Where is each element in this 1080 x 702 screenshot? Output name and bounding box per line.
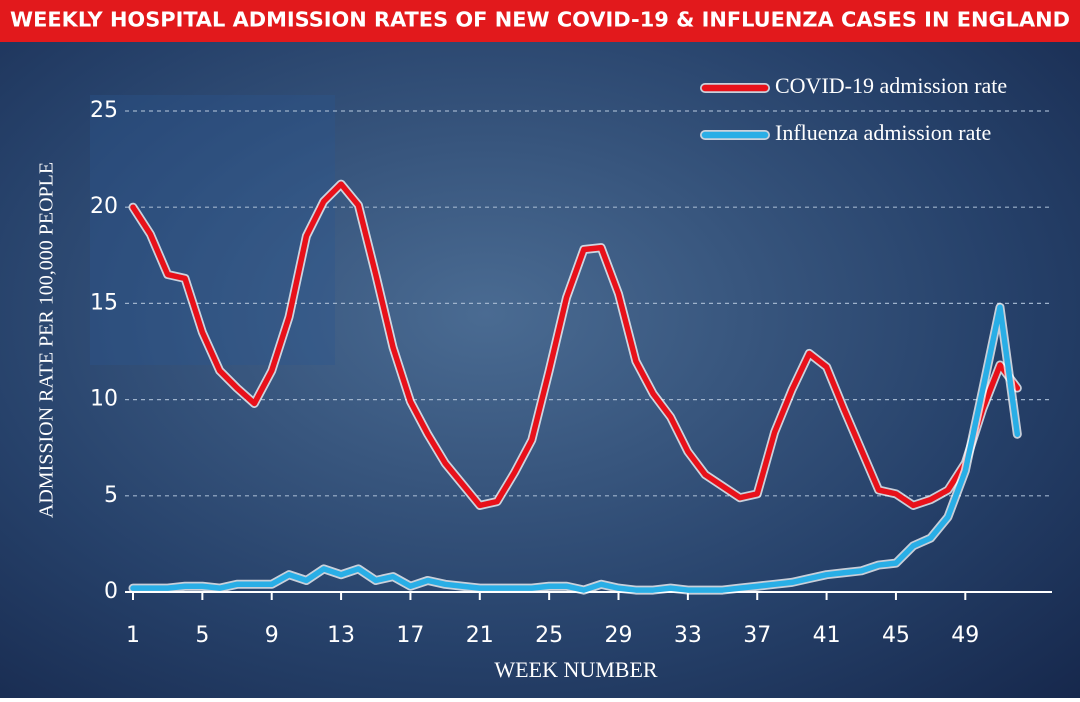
x-tick-label: 29 <box>605 623 633 648</box>
x-tick-label: 5 <box>195 623 209 648</box>
chart-title: WEEKLY HOSPITAL ADMISSION RATES OF NEW C… <box>10 8 1070 32</box>
x-tick-label: 21 <box>466 623 494 648</box>
y-tick-label: 5 <box>104 483 118 508</box>
x-tick-label: 37 <box>743 623 771 648</box>
x-tick-label: 25 <box>535 623 563 648</box>
x-tick-label: 1 <box>126 623 140 648</box>
x-axis-label: WEEK NUMBER <box>494 657 657 682</box>
title-banner <box>0 0 1080 42</box>
x-tick-label: 17 <box>396 623 424 648</box>
series-line <box>130 304 1021 593</box>
x-tick-label: 13 <box>327 623 355 648</box>
y-tick-label: 10 <box>90 387 118 412</box>
x-tick-label: 49 <box>951 623 979 648</box>
y-tick-label: 20 <box>90 194 118 219</box>
x-tick-label: 33 <box>674 623 702 648</box>
y-tick-label: 25 <box>90 98 118 123</box>
monitor-shape <box>90 95 335 365</box>
x-tick-label: 41 <box>813 623 841 648</box>
y-tick-label: 0 <box>104 579 118 604</box>
x-tick-label: 9 <box>265 623 279 648</box>
x-tick-label: 45 <box>882 623 910 648</box>
series-line <box>130 181 1021 509</box>
y-tick-label: 15 <box>90 290 118 315</box>
legend-label: Influenza admission rate <box>775 120 991 145</box>
legend-label: COVID-19 admission rate <box>775 73 1007 98</box>
y-axis-label: ADMISSION RATE PER 100,000 PEOPLE <box>36 162 58 518</box>
